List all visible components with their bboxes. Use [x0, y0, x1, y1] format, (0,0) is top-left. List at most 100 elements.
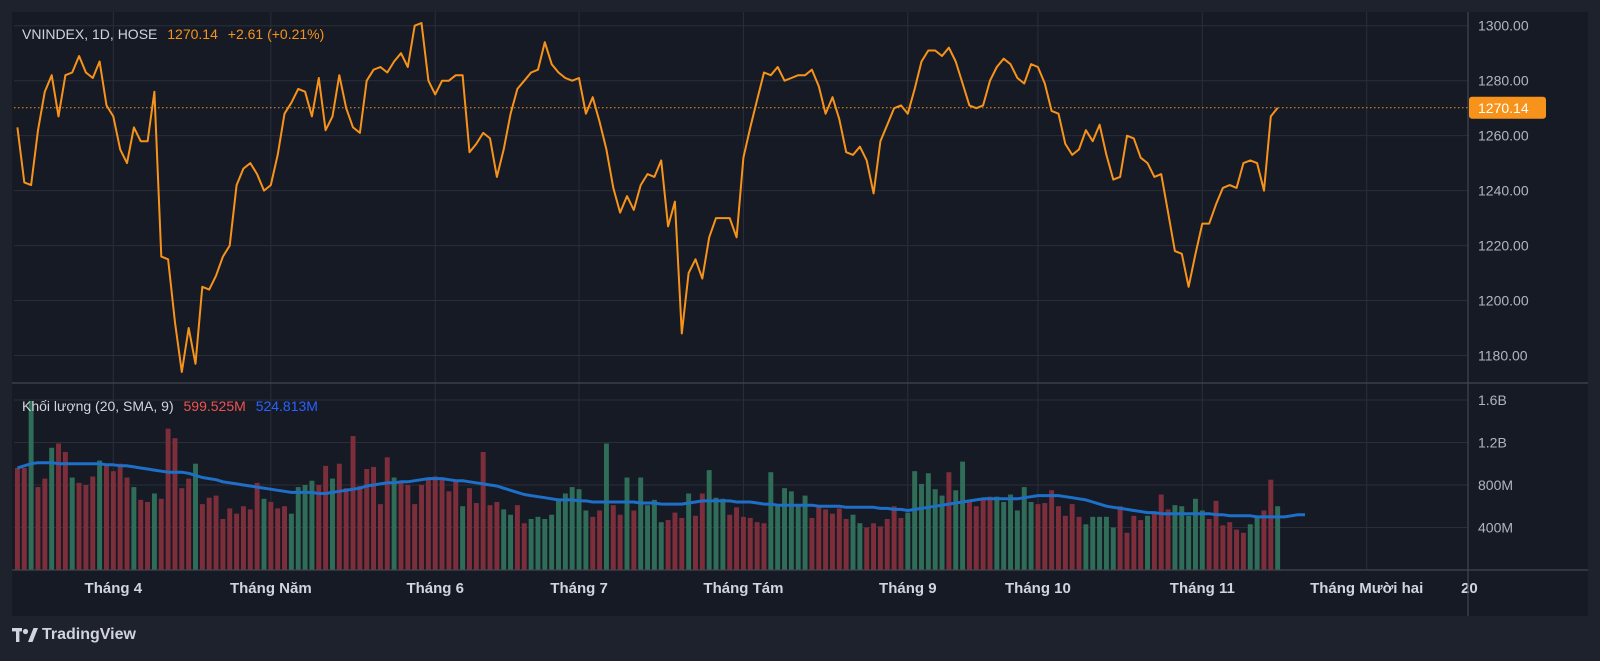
grid-lines [14, 12, 1468, 570]
volume-bar [330, 478, 335, 570]
volume-bar [1186, 515, 1192, 570]
volume-bar [49, 447, 55, 570]
volume-bar [371, 466, 377, 570]
volume-bar [268, 501, 274, 570]
volume-bar [651, 499, 657, 570]
volume-bar [953, 490, 959, 570]
volume-bar [1083, 524, 1089, 570]
volume-bar [288, 513, 294, 570]
volume-tick-label: 1.6B [1478, 392, 1507, 408]
volume-bar [912, 471, 918, 570]
volume-bar [1090, 516, 1096, 570]
volume-tick-label: 800M [1478, 477, 1513, 493]
time-tick-label: Tháng 4 [85, 580, 143, 597]
time-tick-label: Tháng 7 [550, 580, 608, 597]
volume-bar [679, 517, 685, 570]
volume-bar [186, 478, 192, 570]
volume-bar [740, 516, 746, 570]
tradingview-icon [12, 628, 38, 642]
volume-bar [28, 401, 34, 570]
volume-bar [775, 504, 781, 570]
volume-bar [1261, 510, 1267, 570]
volume-bar [138, 499, 144, 570]
last-price-badge [1469, 96, 1546, 119]
volume-bar [179, 488, 185, 570]
volume-bar [809, 517, 815, 570]
volume-legend[interactable]: Khối lượng (20, SMA, 9) 599.525M 524.813… [22, 398, 324, 414]
volume-bar [1014, 510, 1020, 570]
volume-bar [69, 477, 75, 570]
volume-bars [14, 401, 1281, 570]
volume-bar [925, 473, 931, 570]
volume-bar [864, 527, 870, 570]
volume-bar [1117, 506, 1123, 570]
volume-sma-label: 524.813M [255, 398, 318, 414]
volume-bar [973, 506, 979, 570]
volume-bar [1158, 494, 1164, 570]
volume-bar [699, 493, 705, 570]
volume-bar [932, 489, 938, 570]
volume-bar [343, 488, 349, 570]
volume-bar [603, 443, 609, 570]
volume-bar [42, 478, 48, 570]
volume-bar [316, 484, 322, 570]
price-tick-label: 1240.00 [1478, 183, 1529, 199]
axes: 1300.00 1280.00 1260.00 1240.00 1220.00 1200.… [12, 12, 1588, 616]
chart-panel[interactable]: 1270.14 1300.00 1280.00 1260.00 1240.00 1220… [12, 12, 1588, 616]
volume-bar [823, 509, 829, 570]
volume-bar [62, 452, 68, 570]
volume-bar [843, 518, 849, 570]
time-tick-label: Tháng 11 [1170, 580, 1235, 597]
volume-bar [473, 503, 479, 570]
chart-canvas[interactable]: 1270.14 1300.00 1280.00 1260.00 1240.00 1220… [12, 12, 1588, 616]
volume-value-label: 599.525M [183, 398, 246, 414]
volume-bar [1042, 503, 1048, 570]
volume-bar [391, 477, 397, 570]
volume-bar [302, 484, 308, 570]
volume-bar [480, 452, 486, 570]
tradingview-logo[interactable]: TradingView [12, 626, 136, 644]
price-tick-label: 1220.00 [1478, 238, 1529, 254]
volume-bar [103, 465, 109, 570]
volume-bar [309, 480, 315, 570]
volume-bar [562, 493, 568, 570]
volume-bar [1213, 500, 1219, 570]
volume-bar [227, 508, 233, 570]
volume-bar [521, 523, 527, 570]
volume-bar [761, 523, 767, 570]
volume-bar [14, 467, 20, 570]
volume-bar [1069, 504, 1075, 570]
volume-bar [412, 504, 418, 570]
volume-bar [713, 497, 719, 570]
volume-bar [966, 500, 972, 570]
volume-bar [884, 518, 890, 570]
price-legend[interactable]: VNINDEX, 1D, HOSE 1270.14 +2.61 (+0.21%) [22, 26, 330, 42]
volume-bar [193, 463, 198, 570]
volume-bar [782, 488, 787, 570]
time-tick-label: Tháng 9 [879, 580, 937, 597]
volume-bar [645, 505, 651, 570]
volume-bar [460, 506, 466, 570]
volume-bar [1199, 510, 1205, 570]
volume-bar [124, 477, 130, 570]
volume-bar [1254, 515, 1260, 570]
volume-bar [377, 504, 383, 570]
volume-bar [549, 514, 555, 570]
volume-indicator-label[interactable]: Khối lượng (20, SMA, 9) [22, 398, 174, 414]
price-line [16, 22, 1279, 373]
time-tick-label: Tháng 6 [406, 580, 464, 597]
volume-bar [350, 436, 356, 570]
volume-bar [275, 508, 281, 570]
time-tick-label: Tháng 10 [1005, 580, 1071, 597]
volume-bar [405, 484, 411, 570]
symbol-label[interactable]: VNINDEX, 1D, HOSE [22, 26, 158, 42]
volume-bar [336, 463, 342, 570]
volume-bar [1275, 506, 1281, 570]
volume-bar [583, 510, 589, 570]
volume-bar [83, 484, 89, 570]
volume-bar [90, 476, 96, 570]
volume-bar [528, 518, 534, 570]
volume-bar [21, 467, 27, 570]
volume-bar [97, 460, 103, 570]
volume-bar [836, 508, 842, 570]
